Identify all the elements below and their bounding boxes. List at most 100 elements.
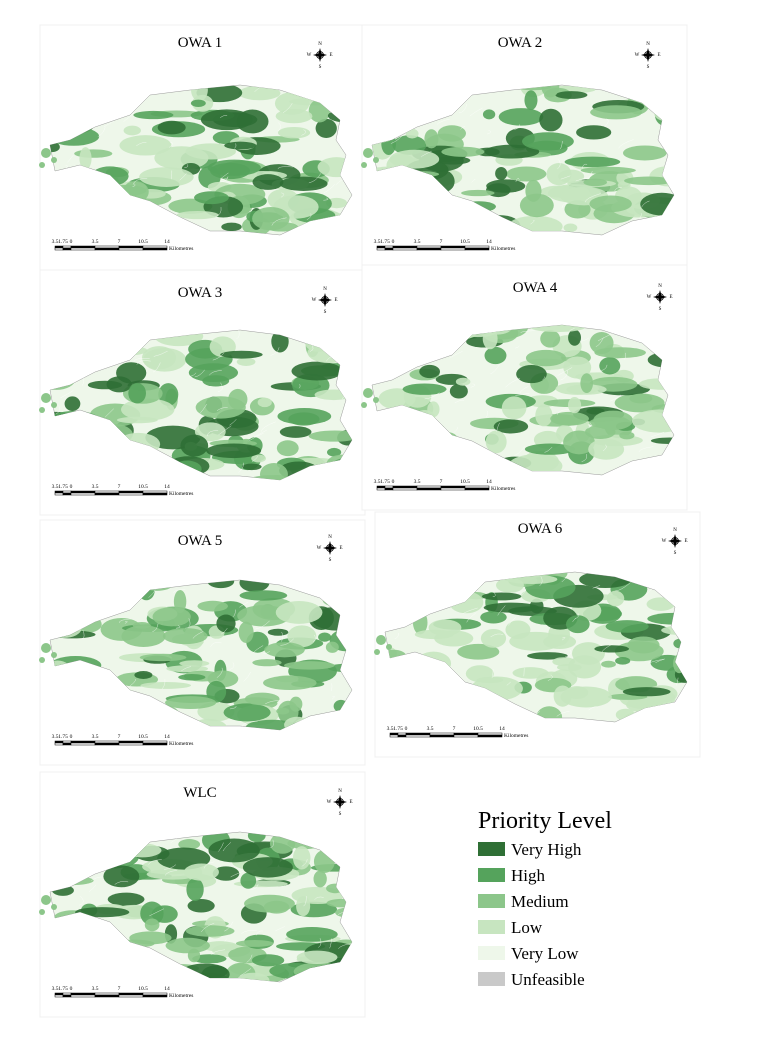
- priority-patch: [129, 931, 171, 944]
- scale-label: 7: [118, 986, 121, 992]
- compass-letter: S: [659, 307, 662, 312]
- scale-seg: [417, 246, 441, 248]
- compass-letter: S: [674, 551, 677, 556]
- priority-patch: [535, 404, 552, 426]
- scale-seg: [71, 993, 95, 995]
- island: [39, 657, 45, 663]
- priority-patch: [615, 657, 630, 665]
- priority-patch: [208, 839, 259, 863]
- priority-patch: [566, 615, 590, 633]
- island: [51, 157, 57, 163]
- priority-patch: [506, 166, 546, 181]
- priority-patch: [224, 142, 256, 150]
- scale-label: 7: [440, 479, 443, 485]
- island: [361, 402, 367, 408]
- scale-label: 1.75: [380, 479, 390, 485]
- priority-patch: [206, 443, 261, 458]
- priority-patch: [289, 697, 302, 712]
- priority-patch: [438, 125, 466, 141]
- priority-patch: [194, 191, 229, 204]
- compass-letter: S: [647, 65, 650, 70]
- scale-seg: [417, 486, 441, 488]
- scale-label: 7: [118, 239, 121, 245]
- priority-patch: [297, 951, 338, 964]
- priority-patch: [186, 925, 235, 936]
- compass-letter: E: [329, 53, 332, 58]
- legend-label: Unfeasible: [511, 970, 585, 989]
- scale-seg: [430, 733, 454, 735]
- legend-swatch: [478, 972, 505, 986]
- priority-patch: [224, 703, 271, 721]
- panel-title: OWA 3: [178, 285, 223, 301]
- scale-seg: [393, 488, 417, 490]
- compass-letter: N: [328, 535, 332, 540]
- priority-patch: [240, 590, 288, 600]
- scale-seg: [143, 493, 167, 495]
- priority-patch: [128, 383, 146, 404]
- priority-patch: [220, 351, 263, 359]
- priority-patch: [326, 642, 339, 653]
- island: [361, 162, 367, 168]
- scale-seg: [119, 248, 143, 250]
- priority-patch: [268, 629, 289, 636]
- priority-patch: [629, 394, 652, 404]
- priority-patch: [516, 365, 547, 383]
- scale-seg: [385, 486, 393, 488]
- priority-patch: [484, 603, 539, 613]
- scale-label: 7: [118, 484, 121, 490]
- priority-patch: [601, 661, 616, 668]
- scale-seg: [465, 488, 489, 490]
- scale-seg: [63, 995, 71, 997]
- scale-seg: [393, 246, 417, 248]
- scale-seg: [63, 491, 71, 493]
- priority-patch: [280, 426, 312, 438]
- scale-seg: [478, 735, 502, 737]
- priority-patch: [502, 396, 527, 419]
- scale-seg: [441, 248, 465, 250]
- priority-patch: [576, 125, 611, 139]
- scale-seg: [385, 246, 393, 248]
- island: [363, 388, 373, 398]
- priority-patch: [277, 440, 299, 456]
- scale-label: 0: [70, 484, 73, 490]
- priority-patch: [424, 129, 438, 148]
- priority-patch: [197, 601, 228, 612]
- priority-patch: [133, 111, 173, 119]
- scale-label: 0: [70, 734, 73, 740]
- priority-patch: [314, 870, 327, 887]
- priority-patch: [184, 863, 219, 880]
- scale-seg: [143, 993, 167, 995]
- priority-patch: [239, 622, 254, 643]
- scale-seg: [393, 248, 417, 250]
- priority-patch: [237, 358, 256, 366]
- scale-unit: Kilometres: [169, 741, 193, 747]
- scale-seg: [393, 486, 417, 488]
- compass-letter: W: [327, 800, 332, 805]
- scale-label: 14: [164, 484, 170, 490]
- priority-patch: [252, 207, 290, 230]
- scale-label: 0: [392, 479, 395, 485]
- scale-label: 10.5: [460, 479, 470, 485]
- priority-patch: [594, 347, 646, 358]
- legend-swatch: [478, 920, 505, 934]
- scale-seg: [390, 733, 398, 735]
- panel-title: OWA 5: [178, 533, 223, 549]
- priority-patch: [415, 630, 454, 639]
- priority-patch: [525, 180, 541, 202]
- scale-label: 1.75: [58, 986, 68, 992]
- island: [363, 148, 373, 158]
- scale-label: 10.5: [138, 484, 148, 490]
- scale-seg: [441, 486, 465, 488]
- priority-patch: [196, 396, 246, 418]
- compass-letter: S: [319, 65, 322, 70]
- priority-patch: [65, 396, 81, 411]
- priority-patch: [461, 190, 495, 196]
- priority-patch: [188, 899, 215, 912]
- legend-label: Low: [511, 918, 543, 937]
- scale-seg: [55, 491, 63, 493]
- priority-patch: [124, 126, 141, 136]
- island: [51, 904, 57, 910]
- priority-patch: [557, 664, 582, 671]
